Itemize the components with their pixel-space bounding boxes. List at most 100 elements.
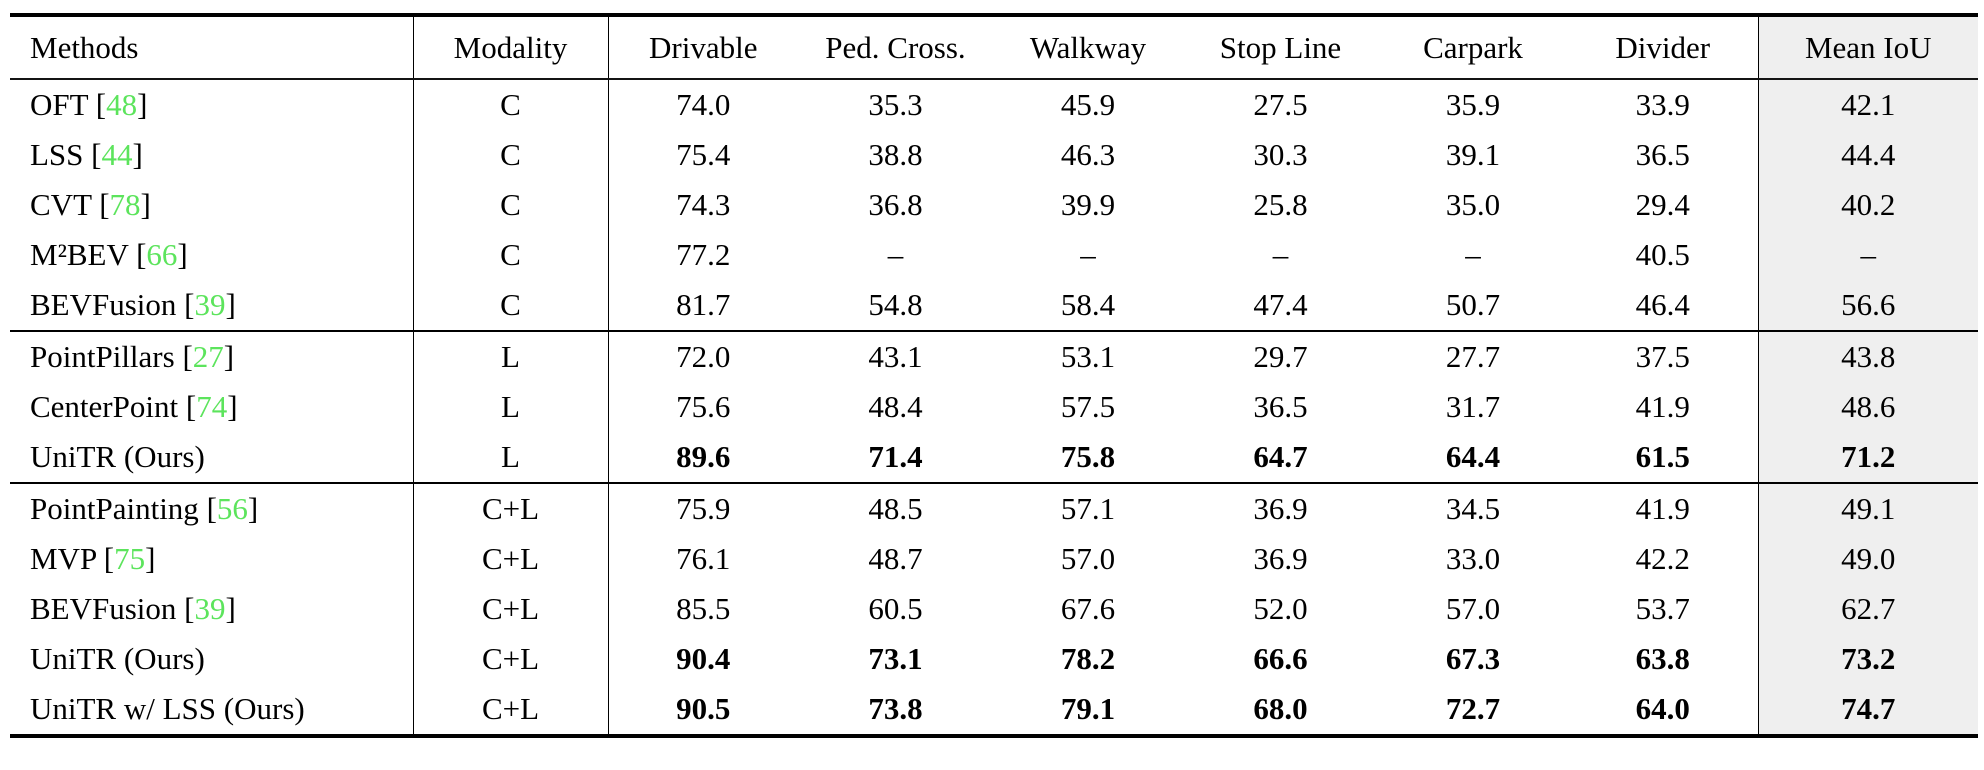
method-cell: MVP [75] (10, 534, 414, 584)
score-cell: 71.4 (868, 439, 923, 474)
table-body: OFT [48] C 74.0 35.3 45.9 27.5 35.9 33.9 42.1 LSS… (10, 79, 1978, 736)
method-name: BEVFusion (30, 591, 177, 626)
score-cell: 39.1 (1445, 137, 1501, 172)
mean-iou-cell: 74.7 (1757, 684, 1978, 736)
score-cell: 36.8 (868, 187, 923, 222)
mean-iou-cell: 42.1 (1757, 79, 1978, 130)
table-row: CVT [78] C 74.3 36.8 39.9 25.8 35.0 29.4 40.2 (10, 180, 1978, 230)
score-cell: 75.6 (676, 389, 731, 424)
score-cell: 36.5 (1635, 137, 1690, 172)
mean-iou-cell: 49.0 (1757, 534, 1978, 584)
score-cell: 89.6 (676, 439, 731, 474)
modality-cell: C (413, 79, 609, 130)
method-cell: LSS [44] (10, 130, 414, 180)
score-cell: 73.8 (868, 691, 923, 726)
table-row: BEVFusion [39] C 81.7 54.8 58.4 47.4 50.7 46.4 5… (10, 280, 1978, 331)
table-row: MVP [75] C+L 76.1 48.7 57.0 36.9 33.0 42.2 49.0 (10, 534, 1978, 584)
score-cell: 31.7 (1445, 389, 1501, 424)
method-cell: CenterPoint [74] (10, 382, 414, 432)
score-cell: 61.5 (1635, 439, 1690, 474)
method-name: MVP (30, 541, 97, 576)
method-cell: BEVFusion [39] (10, 584, 414, 634)
score-cell: 75.8 (1060, 439, 1116, 474)
score-cell: 53.1 (993, 330, 1183, 382)
modality-cell: L (413, 432, 609, 483)
score-cell: 79.1 (1060, 691, 1116, 726)
col-header-walkway: Walkway (993, 15, 1183, 80)
score-cell: 74.3 (676, 187, 731, 222)
method-name: M²BEV (30, 237, 129, 272)
method-cell: UniTR (Ours) (10, 432, 414, 483)
score-cell: 35.9 (1445, 87, 1501, 122)
score-cell: 78.2 (1060, 641, 1116, 676)
col-header-carpark: Carpark (1378, 15, 1568, 80)
score-cell: 27.5 (1253, 87, 1308, 122)
table-row: UniTR w/ LSS (Ours) C+L 90.5 73.8 79.1 68.0 72… (10, 684, 1978, 736)
mean-iou-cell: 48.6 (1757, 382, 1978, 432)
citation-link[interactable]: 56 (216, 491, 248, 526)
method-name: CenterPoint (30, 389, 179, 424)
score-cell: 73.1 (868, 641, 923, 676)
mean-iou-cell: 43.8 (1757, 330, 1978, 382)
method-cell: PointPillars [27] (10, 330, 414, 382)
method-cell: UniTR w/ LSS (Ours) (10, 684, 414, 736)
score-cell: 81.7 (676, 287, 731, 322)
score-cell: 54.8 (868, 287, 923, 322)
table-row: BEVFusion [39] C+L 85.5 60.5 67.6 52.0 57.0 53.… (10, 584, 1978, 634)
score-cell: 90.5 (676, 691, 731, 726)
score-cell: 53.7 (1635, 591, 1690, 626)
col-header-mean-iou: Mean IoU (1757, 15, 1978, 80)
table-row: CenterPoint [74] L 75.6 48.4 57.5 36.5 31.7 41.… (10, 382, 1978, 432)
citation-link[interactable]: 44 (101, 137, 133, 172)
citation-link[interactable]: 48 (106, 87, 138, 122)
citation-link[interactable]: 27 (192, 339, 224, 374)
method-cell: CVT [78] (10, 180, 414, 230)
mean-iou-cell: 44.4 (1757, 130, 1978, 180)
score-cell: 72.0 (608, 330, 798, 382)
modality-cell: C+L (413, 534, 609, 584)
score-cell: 42.2 (1635, 541, 1690, 576)
score-cell: 63.8 (1635, 641, 1690, 676)
mean-iou-cell: – (1757, 230, 1978, 280)
citation-link[interactable]: 39 (194, 591, 226, 626)
table-row: LSS [44] C 75.4 38.8 46.3 30.3 39.1 36.5 44.4 (10, 130, 1978, 180)
score-cell: 40.5 (1635, 237, 1690, 272)
score-cell: 57.1 (993, 482, 1183, 534)
method-name: PointPillars (30, 339, 175, 374)
score-cell: 34.5 (1378, 482, 1568, 534)
table-row: UniTR (Ours) L 89.6 71.4 75.8 64.7 64.4 61.5 71.… (10, 432, 1978, 483)
score-cell: 46.3 (1060, 137, 1116, 172)
modality-cell: C+L (413, 634, 609, 684)
citation-link[interactable]: 39 (194, 287, 226, 322)
score-cell: 75.4 (676, 137, 731, 172)
citation-link[interactable]: 75 (114, 541, 146, 576)
score-cell: 64.7 (1253, 439, 1308, 474)
modality-cell: C+L (413, 584, 609, 634)
mean-iou-cell: 73.2 (1757, 634, 1978, 684)
method-name: UniTR (Ours) (30, 439, 205, 474)
score-cell: 52.0 (1253, 591, 1308, 626)
method-cell: UniTR (Ours) (10, 634, 414, 684)
score-cell: 38.8 (868, 137, 923, 172)
score-cell: 29.4 (1635, 187, 1690, 222)
score-cell: 72.7 (1445, 691, 1501, 726)
score-cell: 39.9 (1060, 187, 1116, 222)
citation-link[interactable]: 74 (196, 389, 228, 424)
modality-cell: C (413, 280, 609, 331)
modality-cell: L (413, 382, 609, 432)
score-cell: 76.1 (676, 541, 731, 576)
score-cell: 60.5 (868, 591, 923, 626)
citation-link[interactable]: 78 (109, 187, 141, 222)
mean-iou-cell: 40.2 (1757, 180, 1978, 230)
score-cell: 77.2 (676, 237, 731, 272)
method-name: LSS (30, 137, 84, 172)
score-cell: 43.1 (798, 330, 993, 382)
score-cell: 46.4 (1635, 287, 1690, 322)
score-cell: – (887, 237, 904, 272)
table-row: PointPainting [56] C+L 75.9 48.5 57.1 36.9 34.… (10, 482, 1978, 534)
score-cell: 36.5 (1253, 389, 1308, 424)
score-cell: 37.5 (1568, 330, 1758, 382)
citation-link[interactable]: 66 (146, 237, 178, 272)
score-cell: 29.7 (1183, 330, 1378, 382)
